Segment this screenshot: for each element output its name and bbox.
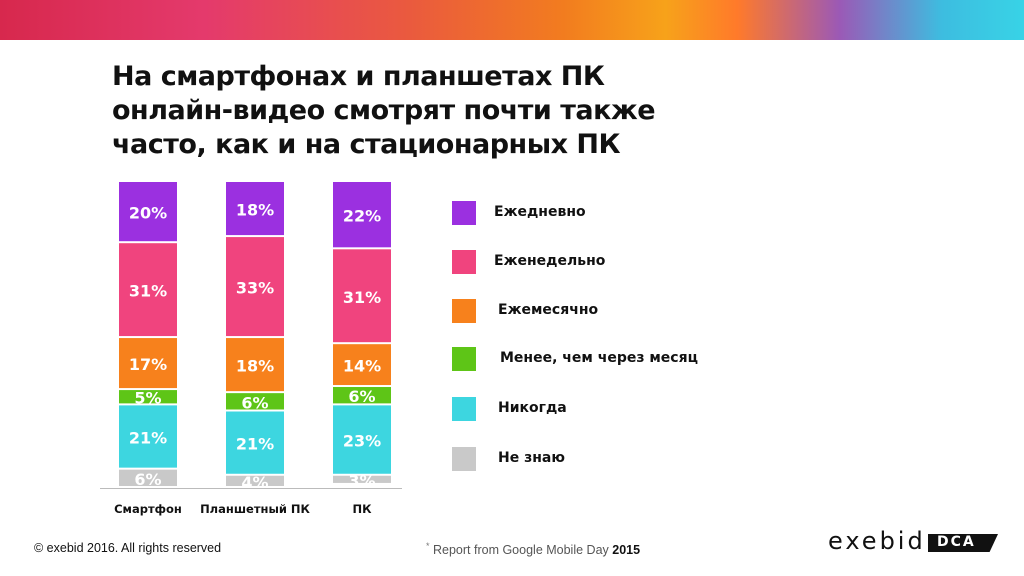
bar-segment — [119, 469, 177, 486]
title-line-3: часто, как и на стационарных ПК — [112, 129, 621, 160]
header-gradient-bar — [0, 0, 1024, 40]
bar-segment — [119, 390, 177, 404]
legend-item: Никогда — [452, 397, 772, 421]
logo-text: exebid — [828, 527, 926, 555]
bar-segment — [119, 338, 177, 389]
bar-segment — [333, 475, 391, 483]
logo-dca-badge: DCA — [928, 534, 998, 552]
bar-data-label: 21% — [129, 429, 167, 448]
legend-item: Еженедельно — [452, 250, 772, 274]
legend-swatch — [452, 299, 476, 323]
bar-data-label: 22% — [343, 207, 381, 226]
bar-data-label: 21% — [236, 435, 274, 454]
source-year: 2015 — [612, 543, 641, 558]
title-line-2: онлайн-видео смотрят почти также — [112, 95, 656, 126]
x-tick-label: ПК — [352, 502, 372, 516]
bar-segment — [333, 344, 391, 386]
bar-segment — [333, 387, 391, 404]
bar-segment — [119, 405, 177, 468]
logo-badge-text: DCA — [937, 534, 976, 550]
legend-swatch — [452, 250, 476, 274]
bar-data-label: 23% — [343, 432, 381, 451]
bar-segment — [119, 182, 177, 242]
bar-data-label: 6% — [241, 393, 268, 412]
bar-segment — [119, 243, 177, 337]
legend-label: Ежемесячно — [498, 302, 599, 318]
bar-data-label: 31% — [129, 282, 167, 301]
legend-swatch — [452, 447, 476, 471]
legend-label: Еженедельно — [494, 253, 606, 269]
bar-data-label: 17% — [129, 355, 167, 374]
footer-copyright: © exebid 2016. All rights reserved — [34, 541, 222, 555]
legend-item: Не знаю — [452, 447, 772, 471]
legend-label: Не знаю — [498, 450, 565, 466]
bar-segment — [226, 393, 284, 410]
bar-data-label: 33% — [236, 279, 274, 298]
source-text: Report from Google Mobile Day — [433, 543, 609, 558]
bar-data-label: 31% — [343, 288, 381, 307]
bar-data-label: 18% — [236, 357, 274, 376]
legend-item: Ежедневно — [452, 201, 772, 225]
source-asterisk: * — [426, 541, 430, 551]
x-tick-label: Смартфон — [114, 502, 182, 516]
bar-segment — [226, 411, 284, 474]
legend-swatch — [452, 397, 476, 421]
bar-data-label: 6% — [348, 387, 375, 406]
bar-segment — [333, 405, 391, 474]
legend-label: Ежедневно — [494, 204, 586, 220]
bar-segment — [226, 182, 284, 236]
bar-data-label: 20% — [129, 204, 167, 223]
bar-data-label: 4% — [241, 473, 268, 492]
bar-segment — [333, 249, 391, 343]
bar-data-label: 6% — [134, 470, 161, 489]
bar-data-label: 3% — [348, 471, 375, 490]
bar-segment — [226, 237, 284, 337]
bar-segment — [333, 182, 391, 248]
legend-item: Менее, чем через месяц — [452, 347, 772, 371]
footer-source: * Report from Google Mobile Day 2015 — [426, 541, 640, 557]
legend-item: Ежемесячно — [452, 299, 772, 323]
x-tick-label: Планшетный ПК — [200, 502, 310, 516]
legend-swatch — [452, 347, 476, 371]
bar-segment — [226, 338, 284, 392]
title-line-1: На смартфонах и планшетах ПК — [112, 61, 605, 92]
slide-title: На смартфонах и планшетах ПК онлайн-виде… — [112, 60, 812, 162]
legend-label: Менее, чем через месяц — [500, 350, 698, 366]
bar-data-label: 14% — [343, 357, 381, 376]
legend-swatch — [452, 201, 476, 225]
legend-label: Никогда — [498, 400, 567, 416]
bar-data-label: 18% — [236, 201, 274, 220]
bar-segment — [226, 475, 284, 486]
bar-data-label: 5% — [134, 389, 161, 408]
